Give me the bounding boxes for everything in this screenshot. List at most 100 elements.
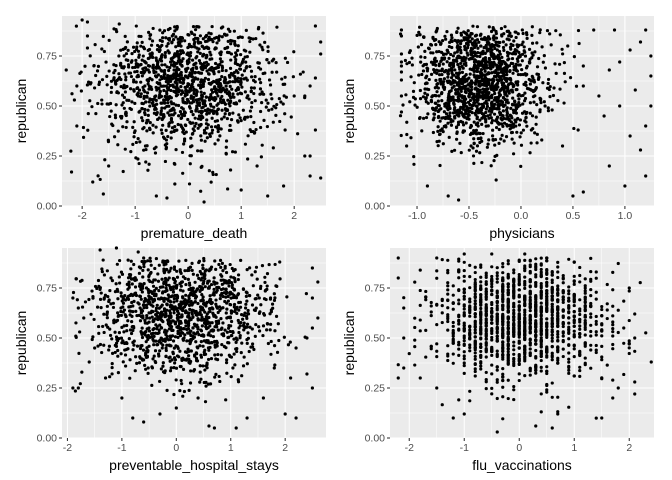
data-point	[558, 87, 562, 91]
data-point	[124, 341, 128, 345]
data-point	[278, 260, 282, 264]
data-point	[452, 148, 457, 152]
data-point	[153, 151, 158, 155]
data-point	[520, 68, 524, 72]
data-point	[119, 336, 124, 340]
data-point	[270, 97, 274, 101]
data-point	[479, 336, 483, 340]
data-point	[487, 109, 491, 113]
data-point	[618, 60, 622, 64]
data-point	[277, 338, 281, 343]
data-point	[115, 337, 119, 341]
x-axis-title: physicians	[489, 225, 554, 241]
data-point	[145, 118, 149, 123]
data-point	[205, 300, 209, 304]
data-point	[464, 112, 468, 116]
data-point	[153, 106, 158, 110]
data-point	[462, 342, 466, 346]
data-point	[129, 87, 133, 91]
data-point	[173, 182, 177, 186]
data-point	[446, 284, 450, 288]
data-point	[483, 63, 487, 68]
data-point	[541, 60, 545, 64]
data-point	[501, 40, 505, 44]
data-point	[567, 337, 571, 341]
data-point	[479, 353, 483, 357]
data-point	[143, 297, 148, 302]
data-point	[119, 116, 124, 120]
data-point	[109, 302, 113, 306]
data-point	[154, 194, 158, 198]
data-point	[467, 117, 471, 121]
data-point	[443, 102, 447, 106]
data-point	[173, 162, 177, 166]
data-point	[424, 115, 429, 120]
data-point	[534, 87, 538, 91]
data-point	[294, 346, 298, 350]
data-point	[214, 172, 218, 177]
data-point	[197, 276, 201, 280]
data-point	[545, 390, 549, 394]
data-point	[456, 87, 460, 91]
data-point	[279, 100, 283, 104]
data-point	[644, 331, 648, 335]
data-point	[581, 190, 585, 194]
data-point	[207, 286, 211, 290]
data-point	[525, 124, 529, 128]
data-point	[550, 108, 554, 112]
data-point	[87, 360, 91, 364]
data-point	[189, 338, 193, 342]
data-point	[181, 90, 185, 95]
data-point	[105, 269, 109, 273]
data-point	[618, 104, 622, 108]
data-point	[216, 138, 220, 142]
data-point	[154, 75, 159, 79]
data-point	[265, 284, 269, 288]
data-point	[275, 350, 280, 354]
data-point	[113, 290, 118, 294]
data-point	[202, 200, 206, 204]
data-point	[262, 118, 266, 122]
data-point	[89, 312, 93, 316]
data-point	[434, 43, 438, 47]
data-point	[154, 94, 158, 98]
data-point	[156, 342, 160, 347]
data-point	[273, 329, 277, 333]
data-point	[238, 305, 243, 309]
data-point	[222, 115, 226, 119]
data-point	[137, 361, 142, 365]
data-point	[452, 102, 456, 106]
x-tick-label: 2	[282, 442, 288, 454]
data-point	[224, 139, 229, 143]
data-point	[176, 122, 180, 127]
data-point	[475, 74, 479, 78]
data-point	[264, 297, 268, 302]
data-point	[102, 312, 106, 316]
data-point	[249, 114, 253, 119]
data-point	[243, 311, 247, 315]
data-point	[76, 386, 80, 390]
data-point	[158, 323, 162, 327]
data-point	[649, 104, 653, 108]
data-point	[473, 277, 477, 282]
data-point	[194, 93, 198, 97]
data-point	[156, 117, 160, 122]
data-point	[260, 143, 264, 147]
data-point	[475, 89, 480, 93]
data-point	[183, 92, 188, 96]
data-point	[217, 305, 222, 309]
data-point	[165, 267, 169, 272]
data-point	[203, 352, 208, 356]
data-point	[471, 54, 475, 59]
data-point	[124, 45, 128, 50]
data-point	[490, 306, 494, 311]
data-point	[205, 109, 209, 113]
data-point	[319, 40, 323, 44]
data-point	[136, 73, 140, 77]
data-point	[455, 83, 460, 87]
data-point	[201, 344, 205, 348]
data-point	[508, 113, 512, 117]
data-point	[506, 51, 510, 55]
data-point	[499, 137, 503, 141]
data-point	[133, 49, 137, 54]
